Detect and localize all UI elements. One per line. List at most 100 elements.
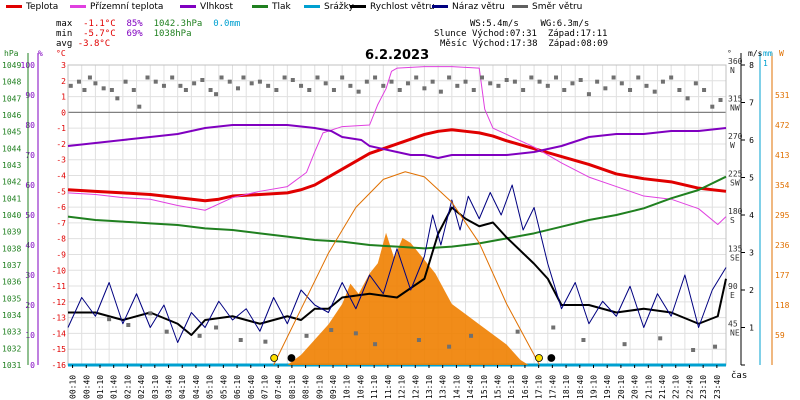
direction-axis-label: ° <box>727 49 732 58</box>
legend-label: Náraz větru <box>452 2 505 12</box>
temperature-tick-label: -11 <box>52 282 67 291</box>
pressure-axis-label: hPa <box>4 49 19 58</box>
direction-point <box>257 79 262 84</box>
pressure-tick-label: 1031 <box>2 361 21 370</box>
radiation-tick-label: 531 <box>775 91 790 100</box>
legend-label: Teplota <box>26 2 59 12</box>
legend-swatch <box>432 5 448 8</box>
time-tick-label: 06:10 <box>233 375 242 399</box>
direction-point <box>496 83 501 88</box>
time-tick-label: 01:40 <box>110 375 119 399</box>
direction-tick-name: N <box>730 66 735 75</box>
humidity-tick-label: 40 <box>25 241 35 250</box>
series-line <box>67 175 727 250</box>
legend-swatch <box>304 5 320 8</box>
direction-point <box>551 325 556 330</box>
temperature-tick-label: -4 <box>56 172 66 181</box>
direction-point <box>178 83 183 88</box>
direction-point <box>164 329 169 334</box>
temperature-tick-label: 3 <box>61 61 66 70</box>
direction-point <box>529 75 534 80</box>
wind-tick-label: 8 <box>749 61 754 70</box>
time-tick-label: 17:40 <box>548 375 557 399</box>
direction-tick-name: NW <box>730 104 740 113</box>
wind-direction-points <box>68 75 723 352</box>
humidity-tick-label: 10 <box>25 331 35 340</box>
direction-point <box>131 88 136 92</box>
time-tick-label: 22:10 <box>672 375 681 399</box>
humidity-tick-label: 80 <box>25 121 35 130</box>
direction-point <box>170 75 175 80</box>
time-tick-label: 14:40 <box>466 375 475 399</box>
legend-item: Vlhkost <box>180 0 233 14</box>
direction-point <box>290 78 295 82</box>
direction-point <box>595 79 600 84</box>
legend-swatch <box>6 5 22 8</box>
time-tick-label: 23:40 <box>713 375 722 399</box>
wind-tick-label: 7 <box>749 99 754 108</box>
direction-point <box>581 338 586 342</box>
time-tick-label: 23:10 <box>699 375 708 399</box>
series-line <box>67 66 727 225</box>
temperature-tick-label: -2 <box>56 140 66 149</box>
direction-point <box>515 329 520 334</box>
temperature-tick-label: -15 <box>52 345 67 354</box>
time-axis-label: čas <box>731 370 747 381</box>
direction-tick-name: SE <box>730 254 740 263</box>
direction-point <box>622 342 627 347</box>
pressure-tick-label: 1039 <box>2 228 21 237</box>
direction-point <box>148 311 153 316</box>
time-tick-label: 16:40 <box>521 375 530 399</box>
humidity-tick-label: 0 <box>30 361 35 370</box>
radiation-tick-label: 472 <box>775 121 790 130</box>
direction-point <box>197 333 202 338</box>
direction-point <box>137 104 142 109</box>
humidity-tick-label: 70 <box>25 151 35 160</box>
direction-point <box>438 89 443 94</box>
pressure-tick-label: 1044 <box>2 144 21 153</box>
time-tick-label: 04:10 <box>178 375 187 399</box>
legend-label: Vlhkost <box>200 2 233 12</box>
direction-point <box>389 79 394 84</box>
wind-tick-label: 2 <box>749 286 754 295</box>
time-tick-label: 09:40 <box>329 375 338 399</box>
direction-point <box>208 88 213 92</box>
direction-point <box>263 339 268 344</box>
direction-tick-label: 135 <box>728 245 743 254</box>
series-line <box>67 184 727 343</box>
legend-swatch <box>252 5 268 8</box>
radiation-tick-label: 295 <box>775 211 790 220</box>
direction-point <box>463 79 468 84</box>
pressure-tick-label: 1048 <box>2 78 21 87</box>
direction-point <box>356 89 361 94</box>
time-tick-label: 06:40 <box>247 375 256 399</box>
direction-point <box>430 79 435 84</box>
legend-item: Srážky <box>304 0 354 14</box>
time-tick-label: 08:40 <box>302 375 311 399</box>
radiation-axis-label: W <box>779 49 784 58</box>
pressure-tick-label: 1045 <box>2 128 21 137</box>
legend-item: Tlak <box>252 0 291 14</box>
time-tick-label: 11:10 <box>370 375 379 399</box>
radiation-tick-label: 118 <box>775 301 790 310</box>
direction-point <box>658 336 663 341</box>
direction-point <box>447 344 452 349</box>
time-tick-label: 00:10 <box>69 375 78 399</box>
temperature-tick-label: -16 <box>52 361 67 370</box>
direction-point <box>504 78 509 82</box>
temperature-tick-label: -12 <box>52 298 67 307</box>
series-line <box>68 206 727 336</box>
direction-point <box>693 81 698 86</box>
direction-point <box>710 104 715 109</box>
direction-point <box>416 338 421 342</box>
time-tick-label: 02:10 <box>123 375 132 399</box>
time-tick-label: 19:40 <box>603 375 612 399</box>
direction-point <box>628 88 633 92</box>
legend-item: Náraz větru <box>432 0 505 14</box>
direction-point <box>397 88 402 92</box>
time-tick-label: 17:10 <box>535 375 544 399</box>
direction-point <box>644 83 649 88</box>
time-tick-label: 12:10 <box>398 375 407 399</box>
direction-point <box>578 78 583 82</box>
time-tick-label: 15:10 <box>480 375 489 399</box>
